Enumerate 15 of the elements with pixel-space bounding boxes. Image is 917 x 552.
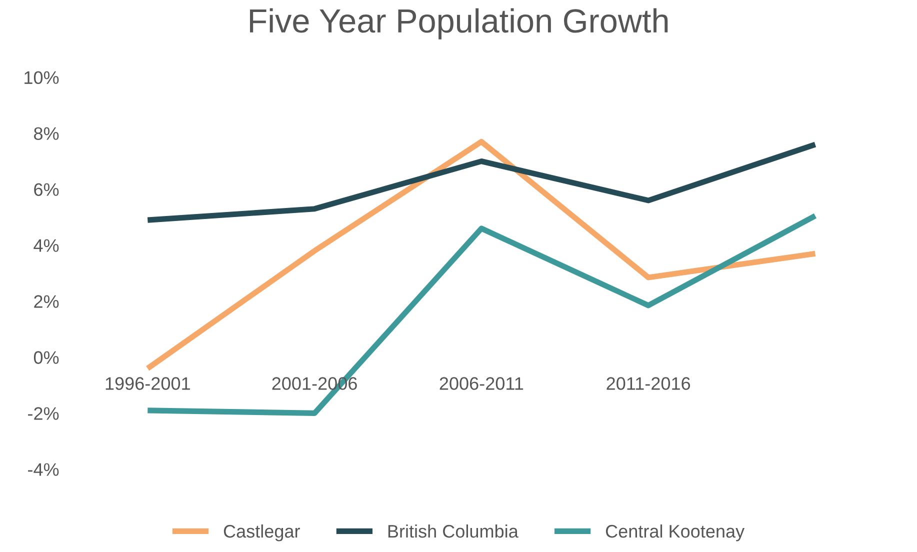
y-tick-label: -4%	[28, 463, 59, 476]
legend-label: Castlegar	[224, 524, 300, 542]
y-tick-label: -2%	[28, 407, 59, 420]
legend-label: Central Kootenay	[606, 524, 745, 542]
x-tick-label: 1996-2001	[106, 377, 190, 390]
chart-title: Five Year Population Growth	[250, 8, 668, 40]
y-tick-label: 0%	[34, 351, 59, 364]
legend-label: British Columbia	[388, 524, 518, 538]
x-tick-label: 2011-2016	[606, 377, 690, 390]
y-tick-label: 6%	[34, 183, 59, 196]
x-tick-label: 2006-2011	[440, 377, 524, 390]
y-tick-label: 10%	[24, 71, 59, 84]
y-tick-label: 8%	[34, 127, 59, 140]
y-tick-label: 4%	[34, 239, 59, 252]
y-tick-label: 2%	[34, 295, 59, 308]
